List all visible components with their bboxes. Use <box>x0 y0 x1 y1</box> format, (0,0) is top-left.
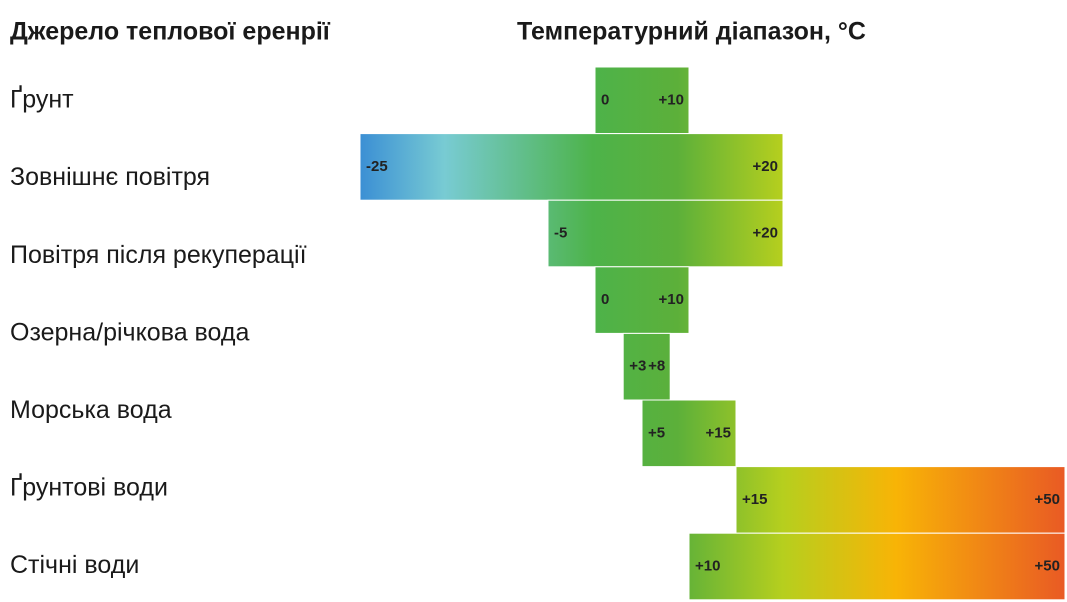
value-label: -25 <box>366 158 388 175</box>
range-bar <box>688 532 1066 601</box>
header: Джерело теплової еренрії <box>10 18 331 46</box>
category-label: Озерна/річкова вода <box>10 318 249 346</box>
category-label: Повітря після рекуперації <box>10 241 307 269</box>
category-label: Стічні води <box>10 551 139 579</box>
value-label: +20 <box>753 224 778 241</box>
range-bar <box>594 66 690 135</box>
category-label: Ґрунт <box>10 85 74 114</box>
category-label: Зовнішнє повітря <box>10 163 210 191</box>
value-label: +8 <box>648 358 665 375</box>
value-label: -5 <box>554 224 567 241</box>
range-bar <box>641 399 737 468</box>
range-bar <box>359 133 784 201</box>
range-bar <box>547 199 784 268</box>
value-label: +50 <box>1035 557 1060 574</box>
category-label: Морська вода <box>10 396 172 424</box>
value-label: +10 <box>659 291 684 308</box>
value-label: 0 <box>601 91 609 108</box>
value-label: +5 <box>648 424 665 441</box>
range-bar <box>735 466 1066 534</box>
header: Температурний діапазон, °C <box>517 18 866 46</box>
range-bar <box>622 332 671 401</box>
category-label: Ґрунтові води <box>10 473 168 502</box>
value-label: +3 <box>629 358 646 375</box>
range-bar <box>594 266 690 334</box>
value-label: +10 <box>659 91 684 108</box>
value-label: +15 <box>706 424 731 441</box>
value-label: +20 <box>753 158 778 175</box>
value-label: +50 <box>1035 491 1060 508</box>
value-label: +10 <box>695 557 720 574</box>
value-label: +15 <box>742 491 767 508</box>
value-label: 0 <box>601 291 609 308</box>
